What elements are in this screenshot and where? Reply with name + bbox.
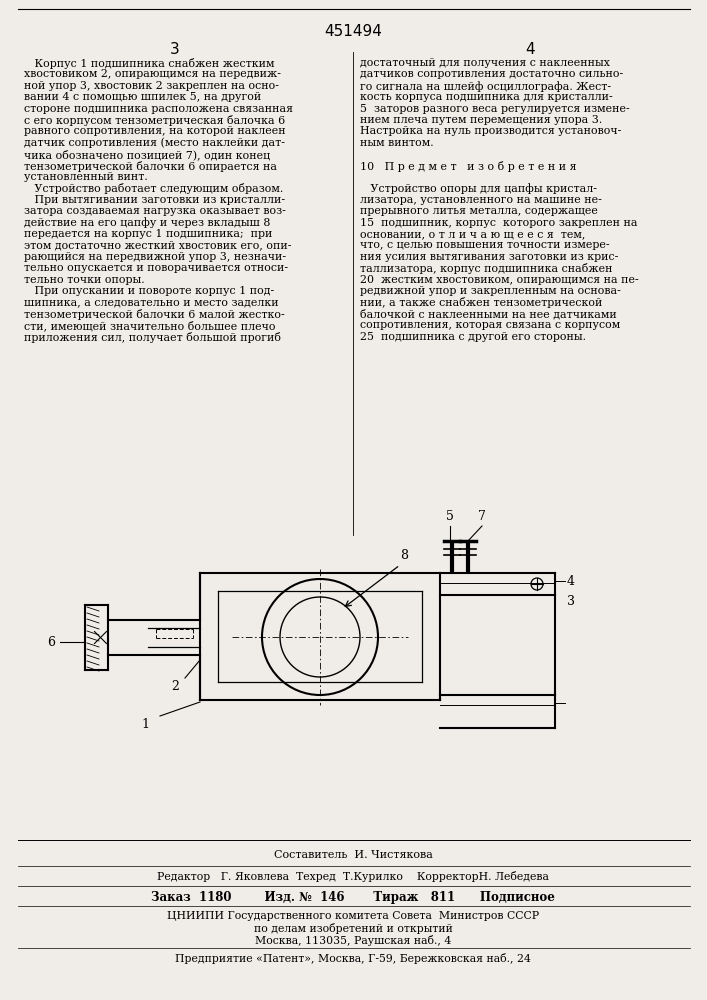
Text: 5: 5 [446,510,454,523]
Text: Устройство работает следующим образом.: Устройство работает следующим образом. [24,183,284,194]
Text: Устройство опоры для цапфы кристал-: Устройство опоры для цапфы кристал- [360,183,597,194]
Text: стороне подшипника расположена связанная: стороне подшипника расположена связанная [24,104,293,114]
Text: Редактор   Г. Яковлева  Техред  Т.Курилко    КорректорН. Лебедева: Редактор Г. Яковлева Техред Т.Курилко Ко… [157,871,549,882]
Text: датчиков сопротивления достаточно сильно-: датчиков сопротивления достаточно сильно… [360,69,624,79]
Text: 6: 6 [47,636,55,648]
Text: приложения сил, получает большой прогиб: приложения сил, получает большой прогиб [24,332,281,343]
Text: 25  подшипника с другой его стороны.: 25 подшипника с другой его стороны. [360,332,586,342]
Text: достаточный для получения с наклеенных: достаточный для получения с наклеенных [360,58,610,68]
Text: этом достаточно жесткий хвостовик его, опи-: этом достаточно жесткий хвостовик его, о… [24,240,291,250]
Text: тензометрической балочки 6 опирается на: тензометрической балочки 6 опирается на [24,161,277,172]
Text: затора создаваемая нагрузка оказывает воз-: затора создаваемая нагрузка оказывает во… [24,206,286,216]
Text: лизатора, установленного на машине не-: лизатора, установленного на машине не- [360,195,602,205]
Text: с его корпусом тензометрическая балочка 6: с его корпусом тензометрическая балочка … [24,115,285,126]
Text: тельно точки опоры.: тельно точки опоры. [24,275,145,285]
Text: При вытягивании заготовки из кристалли-: При вытягивании заготовки из кристалли- [24,195,285,205]
Text: 10   П р е д м е т   и з о б р е т е н и я: 10 П р е д м е т и з о б р е т е н и я [360,161,576,172]
Text: 2: 2 [171,680,179,693]
Text: 451494: 451494 [324,24,382,39]
Text: 3: 3 [567,595,575,608]
Text: чика обозначено позицией 7), один конец: чика обозначено позицией 7), один конец [24,149,270,160]
Text: таллизатора, корпус подшипника снабжен: таллизатора, корпус подшипника снабжен [360,263,612,274]
Text: шипника, а следовательно и место заделки: шипника, а следовательно и место заделки [24,297,279,307]
Text: Настройка на нуль производится установоч-: Настройка на нуль производится установоч… [360,126,621,136]
Text: рающийся на передвижной упор 3, незначи-: рающийся на передвижной упор 3, незначи- [24,252,286,262]
Text: равного сопротивления, на которой наклеен: равного сопротивления, на которой наклее… [24,126,286,136]
Text: сопротивления, которая связана с корпусом: сопротивления, которая связана с корпусо… [360,320,620,330]
Text: ния усилия вытягивания заготовки из крис-: ния усилия вытягивания заготовки из крис… [360,252,619,262]
Text: редвижной упор и закрепленным на основа-: редвижной упор и закрепленным на основа- [360,286,621,296]
Text: 1: 1 [141,718,149,731]
Text: 15  подшипник, корпус  которого закреплен на: 15 подшипник, корпус которого закреплен … [360,218,638,228]
Text: прерывного литья металла, содержащее: прерывного литья металла, содержащее [360,206,598,216]
Text: балочкой с наклеенными на нее датчиками: балочкой с наклеенными на нее датчиками [360,309,617,319]
Text: хвостовиком 2, опирающимся на передвиж-: хвостовиком 2, опирающимся на передвиж- [24,69,281,79]
Text: сти, имеющей значительно большее плечо: сти, имеющей значительно большее плечо [24,320,276,331]
Text: 20  жестким хвостовиком, опирающимся на пе-: 20 жестким хвостовиком, опирающимся на п… [360,275,638,285]
Text: 4: 4 [567,575,575,588]
Text: нии, а также снабжен тензометрической: нии, а также снабжен тензометрической [360,297,602,308]
Text: датчик сопротивления (место наклейки дат-: датчик сопротивления (место наклейки дат… [24,138,285,148]
Text: При опускании и повороте корпус 1 под-: При опускании и повороте корпус 1 под- [24,286,274,296]
Text: действие на его цапфу и через вкладыш 8: действие на его цапфу и через вкладыш 8 [24,218,270,228]
Text: передается на корпус 1 подшипника;  при: передается на корпус 1 подшипника; при [24,229,272,239]
Text: Составитель  И. Чистякова: Составитель И. Чистякова [274,850,433,860]
Text: кость корпуса подшипника для кристалли-: кость корпуса подшипника для кристалли- [360,92,613,102]
Text: Заказ  1180        Изд. №  146       Тираж   811      Подписное: Заказ 1180 Изд. № 146 Тираж 811 Подписно… [151,891,555,904]
Text: вании 4 с помощью шпилек 5, на другой: вании 4 с помощью шпилек 5, на другой [24,92,262,102]
Text: тензометрической балочки 6 малой жестко-: тензометрической балочки 6 малой жестко- [24,309,285,320]
Text: по делам изобретений и открытий: по делам изобретений и открытий [254,923,452,934]
Text: Москва, 113035, Раушская наб., 4: Москва, 113035, Раушская наб., 4 [255,935,451,946]
Text: нием плеча путем перемещения упора 3.: нием плеча путем перемещения упора 3. [360,115,602,125]
Text: тельно опускается и поворачивается относи-: тельно опускается и поворачивается относ… [24,263,288,273]
Text: ным винтом.: ным винтом. [360,138,433,148]
Text: основании, о т л и ч а ю щ е е с я  тем,: основании, о т л и ч а ю щ е е с я тем, [360,229,585,239]
Text: 8: 8 [400,549,408,562]
Text: ной упор 3, хвостовик 2 закреплен на осно-: ной упор 3, хвостовик 2 закреплен на осн… [24,81,279,91]
Text: Корпус 1 подшипника снабжен жестким: Корпус 1 подшипника снабжен жестким [24,58,274,69]
Text: 5  заторов разного веса регулируется измене-: 5 заторов разного веса регулируется изме… [360,104,630,114]
Text: ЦНИИПИ Государственного комитета Совета  Министров СССР: ЦНИИПИ Государственного комитета Совета … [167,911,539,921]
Text: 4: 4 [525,42,534,57]
Text: 3: 3 [170,42,180,57]
Text: установленный винт.: установленный винт. [24,172,148,182]
Text: го сигнала на шлейф осциллографа. Жест-: го сигнала на шлейф осциллографа. Жест- [360,81,611,92]
Text: Предприятие «Патент», Москва, Г-59, Бережковская наб., 24: Предприятие «Патент», Москва, Г-59, Бере… [175,953,531,964]
Text: что, с целью повышения точности измере-: что, с целью повышения точности измере- [360,240,609,250]
Text: 7: 7 [478,510,486,523]
